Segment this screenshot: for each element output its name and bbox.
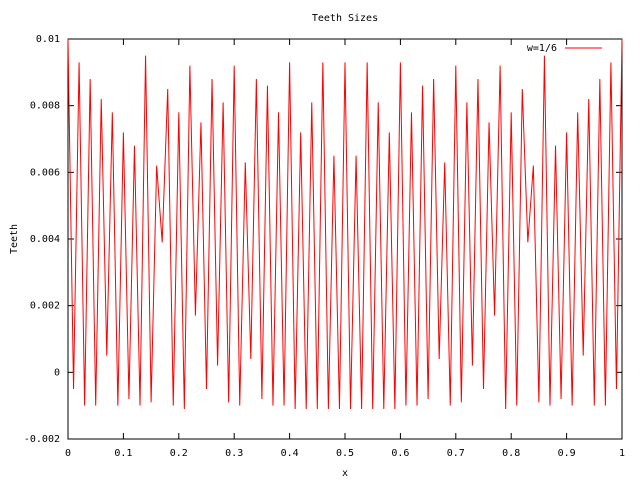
- x-tick-label: 0.8: [502, 448, 520, 459]
- y-tick-label: 0.008: [30, 101, 60, 112]
- x-tick-label: 0.3: [225, 448, 243, 459]
- legend-label: w=1/6: [527, 43, 557, 54]
- x-tick-label: 1: [619, 448, 625, 459]
- x-tick-label: 0.1: [114, 448, 132, 459]
- x-tick-label: 0: [65, 448, 71, 459]
- x-tick-label: 0.7: [447, 448, 465, 459]
- y-tick-label: 0.002: [30, 301, 60, 312]
- data-line: [67, 38, 623, 410]
- y-tick-label: 0: [54, 367, 60, 378]
- y-tick-label: -0.002: [24, 434, 60, 445]
- y-axis-label: Teeth: [9, 224, 20, 254]
- chart-title: Teeth Sizes: [312, 13, 378, 24]
- x-tick-label: 0.4: [281, 448, 299, 459]
- x-tick-label: 0.6: [391, 448, 409, 459]
- x-axis-label: x: [342, 468, 348, 479]
- y-tick-label: 0.01: [36, 34, 60, 45]
- x-tick-label: 0.2: [170, 448, 188, 459]
- x-tick-label: 0.9: [558, 448, 576, 459]
- x-tick-label: 0.5: [336, 448, 354, 459]
- y-tick-label: 0.006: [30, 167, 60, 178]
- y-tick-label: 0.004: [30, 234, 60, 245]
